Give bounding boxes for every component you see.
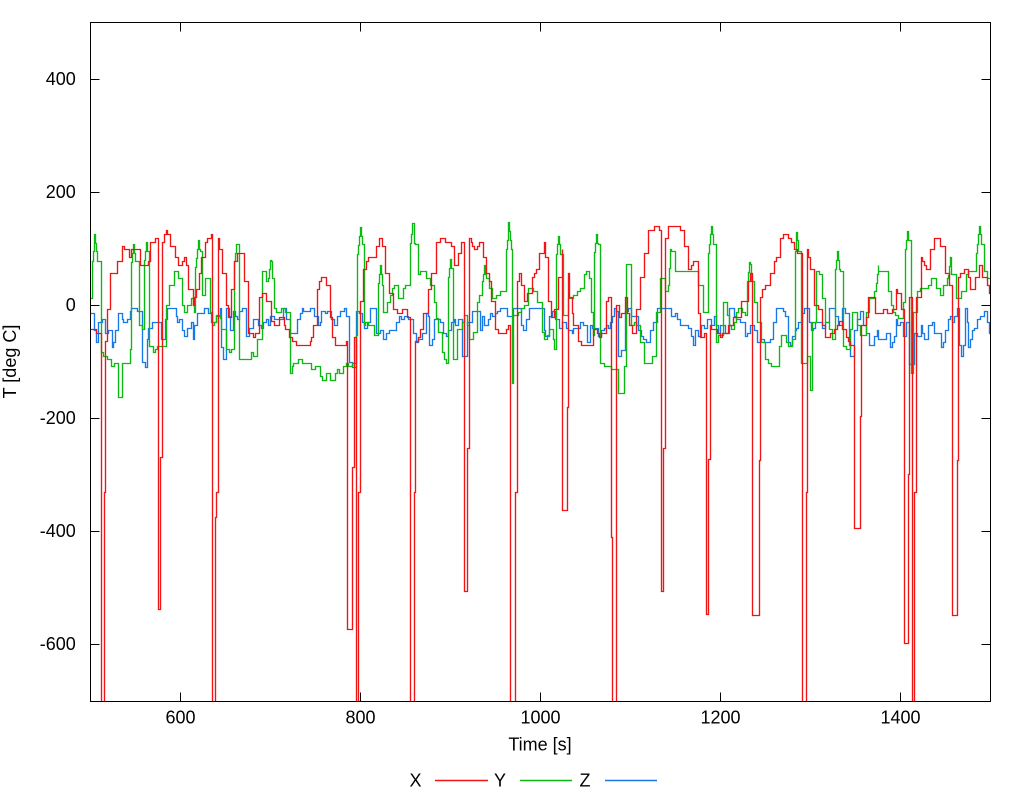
svg-text:0: 0	[66, 295, 76, 315]
svg-text:-400: -400	[40, 521, 76, 541]
svg-text:800: 800	[345, 708, 375, 728]
svg-text:200: 200	[46, 182, 76, 202]
svg-text:400: 400	[46, 69, 76, 89]
svg-text:Z: Z	[580, 771, 591, 791]
svg-text:-200: -200	[40, 408, 76, 428]
svg-text:Time [s]: Time [s]	[508, 735, 571, 755]
svg-text:Y: Y	[494, 771, 506, 791]
svg-text:600: 600	[165, 708, 195, 728]
svg-text:1000: 1000	[520, 708, 560, 728]
svg-text:-600: -600	[40, 634, 76, 654]
svg-text:1400: 1400	[880, 708, 920, 728]
svg-text:X: X	[409, 771, 421, 791]
svg-text:1200: 1200	[700, 708, 740, 728]
svg-text:T [deg C]: T [deg C]	[0, 325, 20, 399]
